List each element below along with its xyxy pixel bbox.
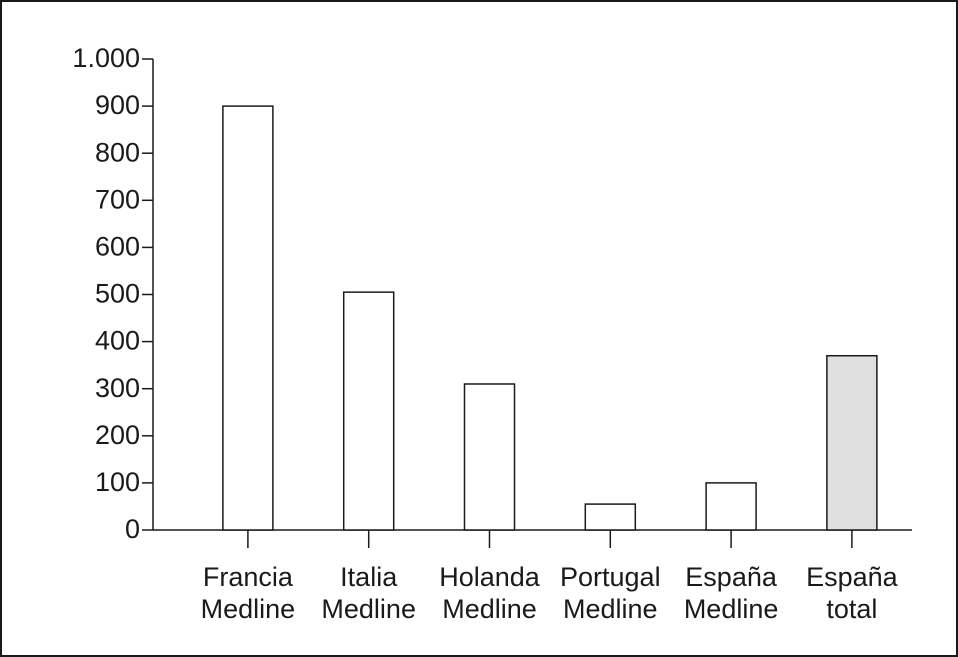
x-tick-label: Medline [201, 594, 296, 624]
y-tick-label: 0 [125, 514, 140, 544]
x-tick-label: España [806, 562, 899, 592]
y-tick-label: 500 [95, 279, 140, 309]
y-tick-label: 200 [95, 420, 140, 450]
bar [463, 383, 516, 531]
bar [705, 482, 757, 531]
x-tick-label: Medline [442, 594, 537, 624]
bar [342, 291, 395, 531]
y-tick-label: 600 [95, 232, 140, 262]
bar [222, 105, 274, 531]
x-tick-label: Medline [684, 594, 779, 624]
y-tick-label: 900 [95, 90, 140, 120]
x-tick-label: Italia [340, 562, 398, 592]
x-tick-label: Francia [203, 562, 294, 592]
y-tick-label: 100 [95, 467, 140, 497]
x-tick-label: Medline [321, 594, 416, 624]
y-tick-label: 400 [95, 326, 140, 356]
x-tick-label: Medline [563, 594, 658, 624]
y-tick-label: 700 [95, 184, 140, 214]
y-tick-label: 800 [95, 137, 140, 167]
x-tick-label: Holanda [439, 562, 541, 592]
x-tick-label: total [826, 594, 877, 624]
y-tick-label: 300 [95, 373, 140, 403]
x-tick-label: España [685, 562, 778, 592]
y-tick-label: 1.000 [72, 43, 140, 73]
x-tick-label: Portugal [560, 562, 661, 592]
bar [826, 354, 878, 531]
bar [584, 503, 637, 531]
